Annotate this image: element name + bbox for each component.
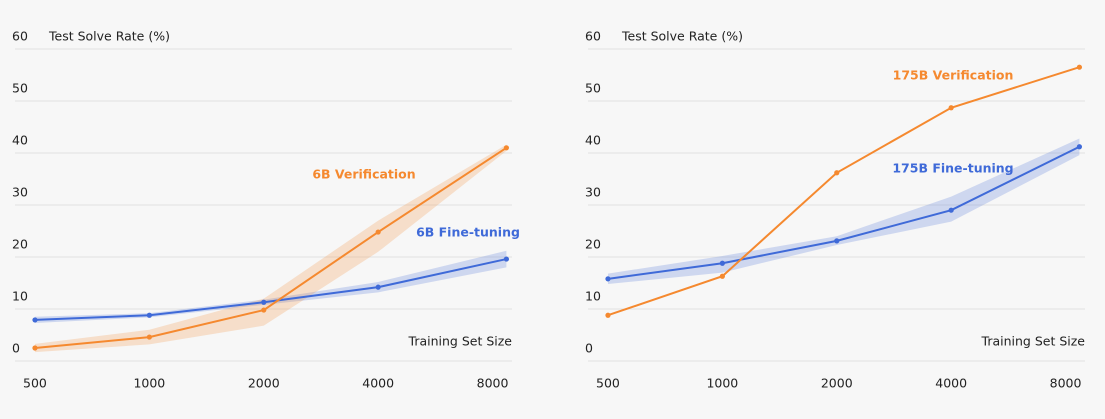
series-label: 6B Verification — [312, 167, 415, 182]
x-axis-label: Training Set Size — [408, 334, 513, 349]
data-point — [1076, 144, 1083, 150]
panel: Test Solve Rate (%) Training Set Size 6B… — [12, 29, 520, 391]
y-tick-label: 60 — [585, 29, 601, 44]
data-point — [948, 207, 954, 213]
x-tick-label: 8000 — [477, 376, 509, 391]
y-tick-label: 10 — [12, 289, 28, 304]
data-point — [948, 105, 954, 111]
y-axis-label: Test Solve Rate (%) — [48, 29, 170, 44]
y-tick-label: 20 — [585, 237, 601, 252]
data-point — [146, 312, 152, 318]
y-axis-label: Test Solve Rate (%) — [621, 29, 743, 44]
y-tick-label: 20 — [12, 237, 28, 252]
x-axis-label: Training Set Size — [981, 334, 1086, 349]
data-point — [719, 260, 725, 266]
data-point — [375, 229, 381, 235]
confidence-band — [34, 250, 507, 324]
data-point — [32, 317, 38, 323]
series-label: 6B Fine-tuning — [416, 225, 520, 240]
data-point — [503, 256, 510, 262]
data-point — [1076, 64, 1083, 70]
y-tick-label: 40 — [585, 133, 601, 148]
y-tick-label: 60 — [12, 29, 28, 44]
x-tick-label: 1000 — [133, 376, 165, 391]
y-tick-label: 10 — [585, 289, 601, 304]
y-tick-label: 50 — [12, 81, 28, 96]
confidence-band — [607, 138, 1080, 285]
data-point — [834, 170, 840, 176]
x-tick-label: 2000 — [248, 376, 280, 391]
y-tick-label: 0 — [585, 341, 593, 356]
x-tick-label: 4000 — [362, 376, 394, 391]
panel: Test Solve Rate (%) Training Set Size 17… — [585, 29, 1085, 391]
x-tick-label: 4000 — [935, 376, 967, 391]
data-point — [261, 307, 267, 313]
data-point — [605, 276, 611, 282]
data-point — [605, 312, 611, 318]
x-tick-label: 2000 — [821, 376, 853, 391]
data-point — [834, 238, 840, 244]
data-point — [375, 284, 381, 290]
y-tick-label: 30 — [585, 185, 601, 200]
x-tick-label: 500 — [23, 376, 47, 391]
data-point — [32, 345, 38, 351]
confidence-band — [34, 144, 507, 353]
data-point — [503, 145, 510, 151]
series-label: 175B Fine-tuning — [892, 161, 1013, 176]
data-point — [261, 299, 267, 305]
data-point — [719, 273, 725, 279]
y-tick-label: 50 — [585, 81, 601, 96]
x-tick-label: 8000 — [1050, 376, 1082, 391]
data-point — [146, 334, 152, 340]
y-tick-label: 40 — [12, 133, 28, 148]
x-tick-label: 1000 — [706, 376, 738, 391]
y-tick-label: 30 — [12, 185, 28, 200]
x-tick-label: 500 — [596, 376, 620, 391]
series-label: 175B Verification — [893, 68, 1014, 83]
y-tick-label: 0 — [12, 341, 20, 356]
